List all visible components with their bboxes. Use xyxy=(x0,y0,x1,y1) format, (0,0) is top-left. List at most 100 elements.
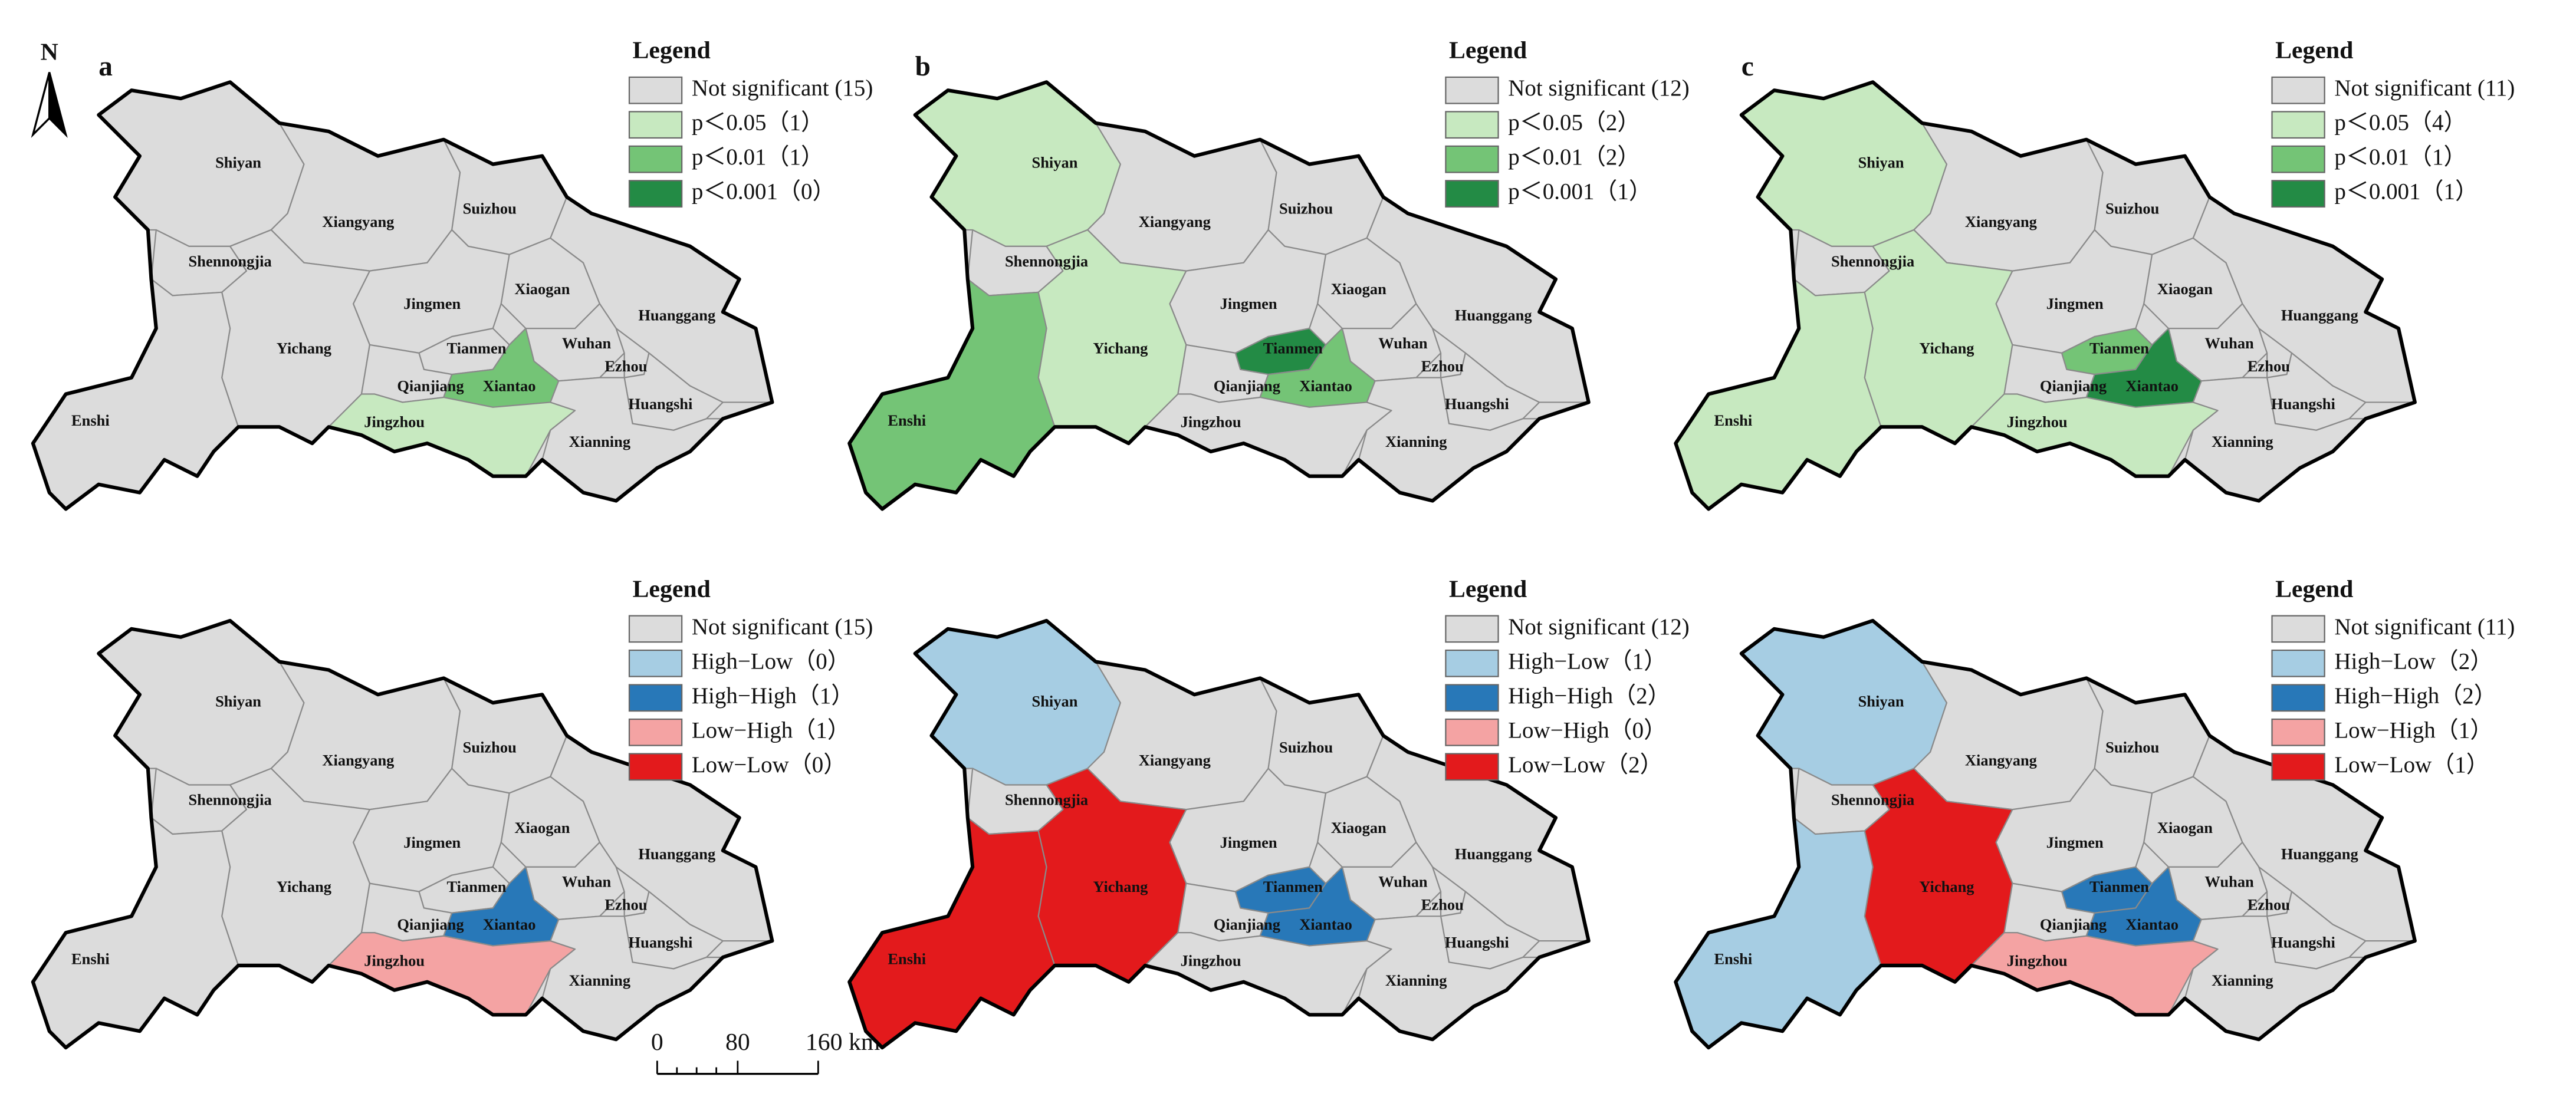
legend-title: Legend xyxy=(2275,37,2353,64)
legend-label: High−High（2） xyxy=(2334,683,2496,709)
city-label: Huanggang xyxy=(638,307,715,324)
legend-swatch xyxy=(628,76,683,104)
city-label: Jingmen xyxy=(2046,295,2104,312)
city-label: Jingmen xyxy=(1220,834,1277,851)
region xyxy=(1913,122,2104,272)
city-label: Shennongjia xyxy=(189,790,272,808)
legend-label: Low−High（1） xyxy=(2334,717,2493,743)
city-label: Ezhou xyxy=(604,896,647,914)
region xyxy=(443,139,568,255)
region xyxy=(443,677,568,794)
city-label: Huangshi xyxy=(629,395,693,413)
city-label: Ezhou xyxy=(604,357,647,375)
city-label: Enshi xyxy=(888,411,926,429)
legend-swatch xyxy=(1445,718,1499,746)
city-label: Enshi xyxy=(1714,950,1753,968)
city-label: Qianjiang xyxy=(397,377,464,394)
scale-bar: 0 80 160 km xyxy=(651,1029,880,1075)
legend-swatch xyxy=(628,615,683,643)
legend-swatch xyxy=(628,718,683,746)
legend-label: p＜0.05（4） xyxy=(2334,110,2466,136)
city-label: Suizhou xyxy=(463,200,517,218)
city-label: Jingzhou xyxy=(364,951,425,969)
legend-swatch xyxy=(2271,111,2325,139)
legend-swatch xyxy=(1445,111,1499,139)
legend-label: Not significant (12) xyxy=(1508,614,1689,640)
city-label: Ezhou xyxy=(2248,357,2290,375)
city-label: Xiantao xyxy=(1299,377,1352,394)
city-label: Suizhou xyxy=(2105,738,2159,756)
city-label: Qianjiang xyxy=(1214,915,1280,933)
legend-swatch xyxy=(1445,615,1499,643)
city-label: Tianmen xyxy=(1263,339,1323,357)
map-panel: Shiyan Xiangyang Suizhou Shennongjia Jingmen… xyxy=(847,575,1690,1050)
legend-label: p＜0.01（1） xyxy=(692,144,824,170)
city-label: Xianning xyxy=(2212,433,2273,450)
north-label: N xyxy=(41,39,58,66)
legend-label: High−High（2） xyxy=(1508,683,1670,709)
panel-label: a xyxy=(98,51,113,82)
city-label: Enshi xyxy=(71,950,110,968)
legend-swatch xyxy=(2271,753,2325,781)
legend-label: p＜0.01（2） xyxy=(1508,144,1640,170)
legend-title: Legend xyxy=(1449,37,1527,64)
province-outline xyxy=(1674,618,2417,1050)
region xyxy=(270,661,461,811)
city-label: Shennongjia xyxy=(189,252,272,270)
city-label: Suizhou xyxy=(463,738,517,756)
city-label: Xiangyang xyxy=(322,213,394,230)
city-label: Xiangyang xyxy=(1139,752,1211,769)
province-outline xyxy=(1674,80,2417,511)
city-label: Tianmen xyxy=(446,878,506,895)
legend-label: Low−Low（1） xyxy=(2334,752,2489,778)
arrow-right xyxy=(48,72,68,138)
legend-swatch xyxy=(1445,76,1499,104)
legend-swatch xyxy=(628,111,683,139)
city-label: Wuhan xyxy=(2204,873,2254,891)
city-label: Yichang xyxy=(1093,339,1148,357)
legend-swatch xyxy=(1445,649,1499,677)
city-label: Suizhou xyxy=(1279,200,1333,218)
city-label: Shennongjia xyxy=(1831,252,1914,270)
legend-label: High−Low（1） xyxy=(1508,648,1667,674)
city-label: Shiyan xyxy=(1031,154,1077,172)
legend-title: Legend xyxy=(633,575,711,602)
legend-label: Not significant (11) xyxy=(2334,614,2515,640)
city-label: Huangshi xyxy=(1445,395,1509,413)
city-label: Wuhan xyxy=(1378,334,1428,352)
city-label: Enshi xyxy=(888,950,926,968)
city-label: Wuhan xyxy=(562,873,612,891)
city-label: Wuhan xyxy=(562,334,612,352)
city-label: Yichang xyxy=(1919,878,1974,895)
city-label: Tianmen xyxy=(2089,339,2149,357)
legend-label: Not significant (15) xyxy=(692,614,873,640)
scale-label: 0 xyxy=(651,1029,663,1056)
map-panel: Shiyan Xiangyang Suizhou Shennongjia Jingmen… xyxy=(847,37,1690,511)
city-label: Huanggang xyxy=(638,845,715,862)
region xyxy=(1740,620,1948,786)
province-outline xyxy=(847,80,1591,511)
city-label: Ezhou xyxy=(2248,896,2290,914)
city-label: Yichang xyxy=(1919,339,1974,357)
legend-swatch xyxy=(1445,180,1499,208)
city-label: Xianning xyxy=(1385,971,1447,989)
legend-label: Low−Low（2） xyxy=(1508,752,1662,778)
city-label: Xiantao xyxy=(2125,915,2179,933)
legend-label: Not significant (11) xyxy=(2334,75,2515,101)
city-label: Ezhou xyxy=(1421,357,1464,375)
city-label: Xiaogan xyxy=(2157,280,2213,298)
region xyxy=(914,620,1121,786)
city-label: Huangshi xyxy=(1445,934,1509,951)
legend-swatch xyxy=(628,684,683,712)
legend-swatch xyxy=(2271,76,2325,104)
city-label: Jingmen xyxy=(2046,834,2104,851)
region xyxy=(1740,81,1948,247)
legend-label: Not significant (12) xyxy=(1508,75,1689,101)
city-label: Xiaogan xyxy=(2157,819,2213,836)
scale-label: 80 xyxy=(725,1029,750,1056)
legend-swatch xyxy=(1445,145,1499,173)
region xyxy=(2085,677,2210,794)
city-label: Jingzhou xyxy=(364,413,425,431)
city-label: Shiyan xyxy=(215,154,261,172)
legend-label: Not significant (15) xyxy=(692,75,873,101)
